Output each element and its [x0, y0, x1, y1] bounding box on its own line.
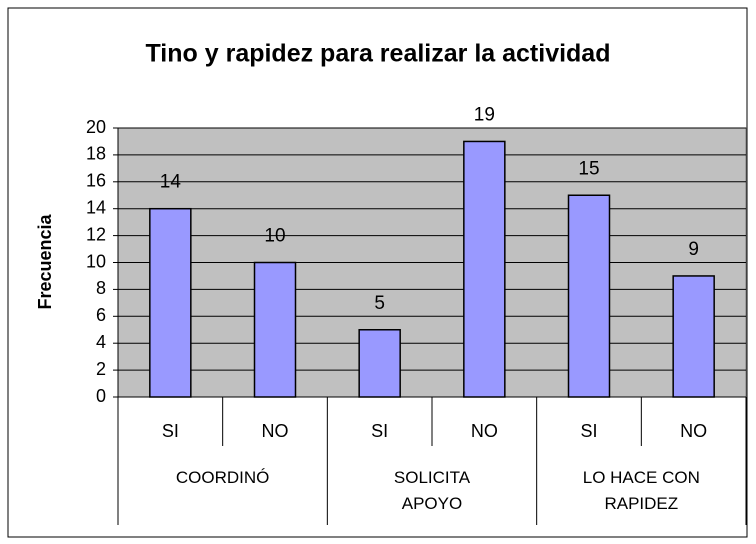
group-label: SOLICITA APOYO	[393, 468, 471, 513]
y-tick-label: 20	[86, 117, 106, 137]
bar	[567, 194, 611, 398]
data-label: 14	[160, 172, 182, 193]
y-tick-label: 12	[86, 224, 106, 244]
x-tick-label: NO	[471, 421, 498, 441]
bar	[253, 261, 297, 398]
y-tick-label: 0	[96, 386, 106, 406]
x-tick-label: SI	[162, 421, 179, 441]
data-label: 19	[474, 104, 495, 125]
group-label: COORDINÓ	[175, 468, 270, 487]
data-label: 10	[264, 226, 285, 247]
y-tick-label: 6	[96, 305, 106, 325]
y-tick-label: 10	[86, 251, 106, 271]
bar	[149, 207, 192, 398]
data-label: 5	[374, 293, 385, 314]
y-tick-label: 8	[96, 278, 106, 298]
x-tick-label: SI	[371, 421, 388, 441]
bar	[358, 329, 401, 398]
y-tick-label: 14	[86, 197, 106, 217]
x-tick-label: NO	[680, 421, 707, 441]
x-tick-label: NO	[262, 421, 289, 441]
data-label: 9	[688, 239, 699, 260]
y-axis-label: Frecuencia	[35, 213, 55, 309]
data-label: 15	[578, 158, 599, 179]
bar	[672, 275, 715, 398]
y-tick-label: 16	[86, 171, 106, 191]
y-tick-label: 18	[86, 144, 106, 164]
y-tick-label: 2	[96, 359, 106, 379]
y-tick-label: 4	[96, 332, 106, 352]
bar	[463, 140, 506, 398]
x-tick-label: SI	[580, 421, 597, 441]
group-label: LO HACE CON RAPIDEZ	[582, 468, 700, 513]
chart-title: Tino y rapidez para realizar la activida…	[145, 40, 610, 68]
